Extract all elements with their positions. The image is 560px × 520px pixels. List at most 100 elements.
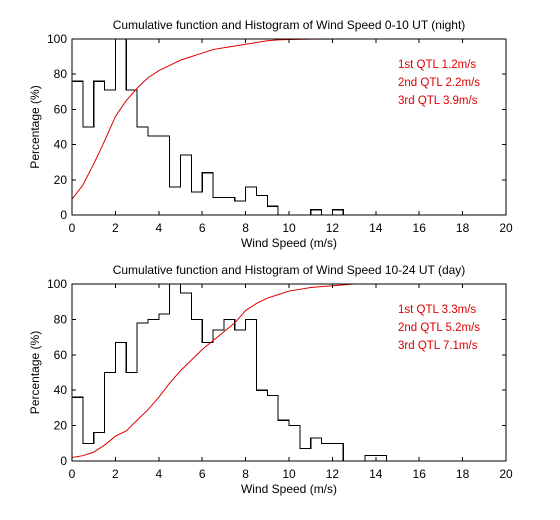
histogram-bin xyxy=(83,443,94,461)
chart-2: Cumulative function and Histogram of Win… xyxy=(28,263,513,496)
y-tick-label: 20 xyxy=(54,173,68,187)
x-tick-label: 16 xyxy=(413,221,427,235)
y-tick-label: 80 xyxy=(54,67,68,81)
x-tick-label: 18 xyxy=(456,221,470,235)
y-tick-label: 100 xyxy=(47,277,67,291)
histogram-bin xyxy=(311,438,322,461)
histogram-bin xyxy=(94,433,105,461)
histogram-bin xyxy=(115,39,126,215)
histogram-bin xyxy=(267,396,278,461)
histogram-bin xyxy=(115,342,126,461)
chart-title: Cumulative function and Histogram of Win… xyxy=(113,263,466,277)
histogram-bin xyxy=(376,456,387,461)
x-tick-label: 6 xyxy=(199,467,206,481)
histogram-bin xyxy=(126,90,137,215)
histogram-bin xyxy=(224,319,235,461)
y-axis-label: Percentage (%) xyxy=(28,85,42,168)
x-tick-label: 16 xyxy=(413,467,427,481)
x-tick-label: 12 xyxy=(326,467,340,481)
x-tick-label: 4 xyxy=(155,467,162,481)
histogram-bin xyxy=(170,187,181,215)
histogram-bin xyxy=(94,81,105,215)
quartile-annotation: 2nd QTL 2.2m/s xyxy=(398,77,480,89)
histogram-bin xyxy=(137,323,148,461)
histogram-bin xyxy=(181,293,192,461)
histogram-outline xyxy=(72,284,409,461)
y-tick-label: 60 xyxy=(54,348,68,362)
histogram-bin xyxy=(181,155,192,215)
y-tick-label: 20 xyxy=(54,419,68,433)
x-tick-label: 6 xyxy=(199,221,206,235)
histogram-bin xyxy=(202,173,213,215)
x-tick-label: 8 xyxy=(242,467,249,481)
chart-title: Cumulative function and Histogram of Win… xyxy=(113,18,466,32)
x-tick-label: 0 xyxy=(69,467,76,481)
quartile-annotation: 3rd QTL 3.9m/s xyxy=(398,95,478,107)
chart-1: Cumulative function and Histogram of Win… xyxy=(28,18,513,250)
x-tick-label: 14 xyxy=(369,221,383,235)
histogram-bin xyxy=(148,319,159,461)
histogram-bin xyxy=(224,197,235,215)
histogram-bin xyxy=(322,443,333,461)
histogram-bin xyxy=(202,342,213,461)
x-tick-label: 20 xyxy=(499,467,513,481)
histogram-bin xyxy=(235,330,246,461)
histogram-series xyxy=(72,39,355,215)
histogram-bin xyxy=(256,390,267,461)
quartile-annotation: 1st QTL 1.2m/s xyxy=(398,59,476,71)
histogram-bin xyxy=(213,197,224,215)
histogram-bin xyxy=(105,90,116,215)
histogram-bin xyxy=(365,456,376,461)
histogram-bin xyxy=(191,192,202,215)
y-tick-label: 60 xyxy=(54,102,68,116)
histogram-bin xyxy=(105,373,116,462)
quartile-annotation: 3rd QTL 7.1m/s xyxy=(398,340,478,352)
histogram-bin xyxy=(137,127,148,215)
quartile-annotation: 2nd QTL 5.2m/s xyxy=(398,322,480,334)
histogram-bin xyxy=(148,136,159,215)
histogram-bin xyxy=(126,373,137,462)
histogram-outline xyxy=(72,39,355,215)
x-axis-label: Wind Speed (m/s) xyxy=(241,482,337,496)
x-tick-label: 2 xyxy=(112,467,119,481)
cumulative-line xyxy=(72,284,376,458)
x-tick-label: 12 xyxy=(326,221,340,235)
histogram-bin xyxy=(311,210,322,215)
histogram-bin xyxy=(191,319,202,461)
y-tick-label: 80 xyxy=(54,312,68,326)
x-tick-label: 8 xyxy=(242,221,249,235)
histogram-bin xyxy=(72,397,83,461)
x-tick-label: 20 xyxy=(499,221,513,235)
histogram-bin xyxy=(256,196,267,215)
x-tick-label: 10 xyxy=(282,467,296,481)
histogram-bin xyxy=(72,81,83,215)
histogram-bin xyxy=(83,127,94,215)
histogram-bin xyxy=(246,187,257,215)
x-tick-label: 14 xyxy=(369,467,383,481)
y-tick-label: 0 xyxy=(60,208,67,222)
y-axis-label: Percentage (%) xyxy=(28,331,42,414)
histogram-bin xyxy=(332,443,343,461)
x-tick-label: 10 xyxy=(282,221,296,235)
histogram-bin xyxy=(159,314,170,461)
histogram-bin xyxy=(278,420,289,461)
histogram-bin xyxy=(332,210,343,215)
y-tick-label: 100 xyxy=(47,32,67,46)
histogram-bin xyxy=(213,330,224,461)
plot-area xyxy=(72,284,506,461)
x-tick-label: 0 xyxy=(69,221,76,235)
y-tick-label: 0 xyxy=(60,454,67,468)
histogram-bin xyxy=(235,201,246,215)
x-tick-label: 4 xyxy=(155,221,162,235)
histogram-bin xyxy=(300,449,311,461)
cumulative-line xyxy=(72,39,344,200)
x-axis-label: Wind Speed (m/s) xyxy=(241,236,337,250)
plot-area xyxy=(72,39,506,215)
histogram-bin xyxy=(246,319,257,461)
histogram-bin xyxy=(267,206,278,215)
histogram-bin xyxy=(289,426,300,461)
histogram-series xyxy=(72,284,409,462)
x-tick-label: 18 xyxy=(456,467,470,481)
y-tick-label: 40 xyxy=(54,138,68,152)
